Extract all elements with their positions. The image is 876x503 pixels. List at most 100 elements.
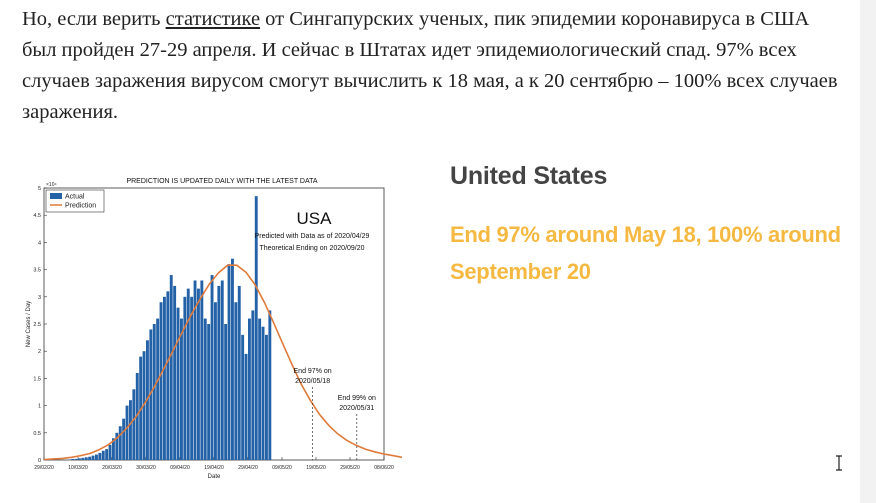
embedded-figure: PREDICTION IS UPDATED DAILY WITH THE LAT… [22, 162, 842, 484]
page-scroll-gutter [860, 0, 876, 503]
y-tick-label: 2.5 [33, 322, 41, 328]
y-tick-label: 4 [38, 240, 41, 246]
x-tick-label: 19/04/20 [204, 465, 224, 471]
actual-bar [78, 458, 81, 460]
legend-label-prediction: Prediction [65, 203, 96, 210]
actual-bar [224, 324, 228, 460]
actual-bar [67, 459, 71, 460]
actual-bar [186, 288, 190, 460]
chart-annotation-line: Theoretical Ending on 2020/09/20 [259, 245, 364, 252]
actual-bar [234, 302, 238, 460]
end-marker-date: 2020/05/31 [339, 405, 374, 412]
prediction-chart: PREDICTION IS UPDATED DAILY WITH THE LAT… [22, 168, 403, 484]
x-tick-label: 09/04/20 [170, 465, 190, 471]
text-cursor-icon [836, 455, 842, 471]
actual-bar [258, 318, 262, 460]
actual-bar [173, 285, 177, 460]
x-axis-label: Date [208, 474, 221, 480]
actual-bar [84, 457, 88, 460]
y-tick-label: 1.5 [33, 376, 41, 382]
y-tick-label: 0.5 [33, 431, 41, 437]
actual-bar [261, 326, 265, 460]
statistics-link[interactable]: статистике [165, 8, 261, 30]
actual-bar [244, 353, 248, 460]
x-tick-label: 09/05/20 [272, 465, 292, 471]
actual-bar [200, 280, 204, 460]
actual-bar [176, 307, 180, 460]
end-marker-date: 2020/05/18 [295, 378, 330, 385]
actual-bar [268, 310, 272, 460]
y-tick-label: 3 [38, 295, 41, 301]
actual-bar [265, 334, 268, 460]
y-multiplier-label: ×10⁴ [46, 182, 57, 188]
x-tick-label: 29/04/20 [238, 465, 258, 471]
actual-bar [210, 275, 214, 460]
x-tick-label: 08/06/20 [374, 465, 394, 471]
paragraph-text-before: Но, если верить [22, 8, 166, 30]
actual-bar [214, 302, 217, 460]
actual-bar [203, 318, 207, 460]
actual-bar [190, 296, 194, 460]
actual-bar [108, 444, 112, 460]
actual-bar [98, 452, 102, 460]
y-tick-label: 1 [38, 404, 41, 410]
chart-svg: 0 0.5 1 1.5 2 2.5 3 3.5 4 4.5 5 ×10⁴ 29/02/20 10/03/2… [26, 182, 403, 480]
actual-bar [74, 458, 78, 460]
actual-bar [112, 438, 115, 460]
y-tick-label: 2 [38, 349, 41, 355]
actual-bar [101, 450, 105, 460]
paragraph-text-after: от Сингапурских ученых, пик эпидемии кор… [22, 8, 838, 123]
actual-bar [163, 296, 166, 460]
actual-bar [237, 285, 241, 460]
actual-bar [217, 285, 221, 460]
y-tick-label: 4.5 [33, 213, 41, 219]
x-tick-label: 30/03/20 [136, 465, 156, 471]
actual-bar [122, 418, 126, 460]
actual-bar [81, 457, 85, 460]
actual-bar [241, 334, 245, 460]
actual-bar [180, 318, 183, 460]
actual-bar [152, 324, 156, 460]
actual-bar [129, 400, 132, 460]
chart-big-label: USA [297, 209, 333, 228]
actual-bar [207, 324, 211, 460]
actual-bar [91, 455, 95, 460]
actual-bar [105, 449, 109, 460]
x-tick-label: 29/05/20 [340, 465, 360, 471]
y-tick-label: 3.5 [33, 268, 41, 274]
actual-bar [135, 372, 139, 460]
actual-bar [149, 329, 153, 460]
legend-swatch-actual [50, 193, 62, 199]
article-paragraph: Но, если верить статистике от Сингапурск… [22, 4, 842, 128]
actual-bar [169, 275, 173, 460]
x-tick-label: 20/03/20 [102, 465, 122, 471]
actual-bar [115, 432, 119, 460]
actual-bar [254, 196, 258, 460]
actual-bar [71, 458, 75, 460]
actual-bar [166, 291, 170, 460]
actual-bar [251, 310, 255, 460]
actual-bar [125, 405, 129, 460]
end-marker-label: End 99% on [338, 395, 376, 402]
y-tick-label: 0 [38, 458, 41, 464]
actual-bar [231, 258, 234, 460]
actual-bar [248, 318, 251, 460]
actual-bar [193, 280, 197, 460]
actual-bar [159, 302, 163, 460]
legend-label-actual: Actual [65, 194, 85, 201]
actual-bar [88, 456, 92, 460]
y-axis-label: New Cases / Day [26, 301, 32, 347]
actual-bar [197, 288, 200, 460]
end-marker-label: End 97% on [294, 368, 332, 375]
actual-bar [118, 426, 122, 460]
figure-end-summary: End 97% around May 18, 100% around Septe… [450, 222, 841, 284]
actual-bar [220, 280, 224, 460]
x-tick-label: 19/05/20 [306, 465, 326, 471]
actual-bar [95, 454, 98, 460]
actual-bar [156, 318, 160, 460]
prediction-line [43, 264, 403, 461]
chart-title: PREDICTION IS UPDATED DAILY WITH THE LAT… [126, 178, 318, 185]
figure-country-title: United States [450, 162, 608, 190]
x-tick-label: 10/03/20 [68, 465, 88, 471]
y-tick-label: 5 [38, 186, 41, 192]
